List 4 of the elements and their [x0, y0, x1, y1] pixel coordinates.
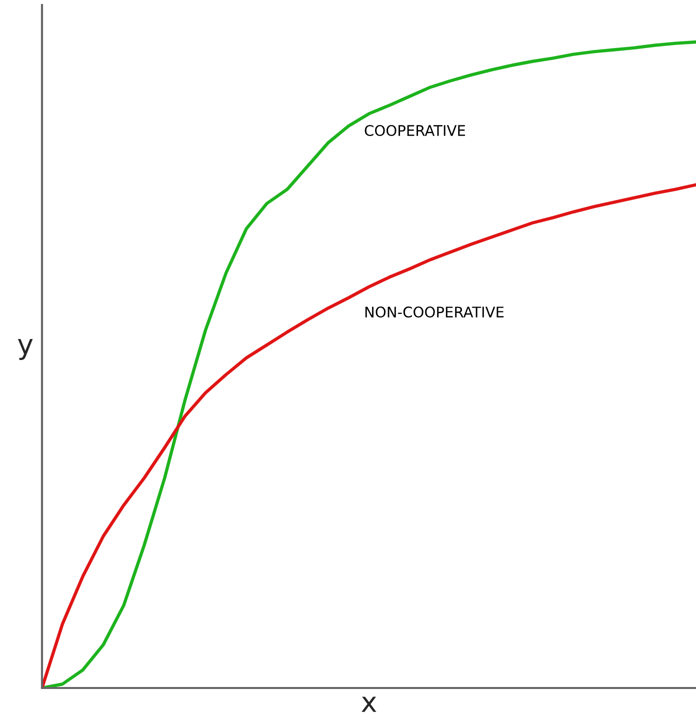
x-axis-title: x: [362, 696, 376, 712]
series-label: NON-COOPERATIVE: [365, 306, 504, 318]
series-label: COOPERATIVE: [364, 124, 466, 136]
y-axis-title: y: [18, 338, 33, 360]
